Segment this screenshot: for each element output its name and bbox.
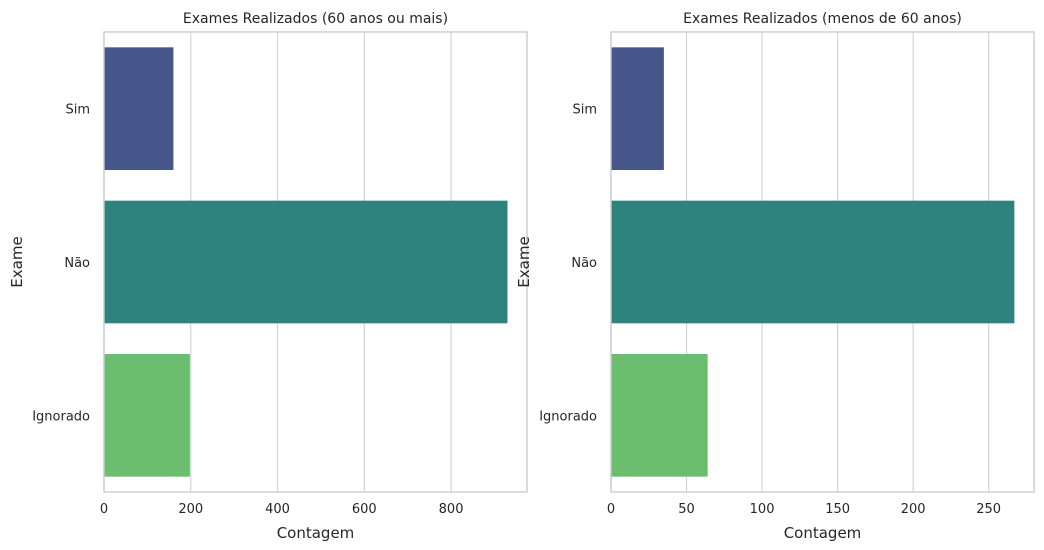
- chart-title: Exames Realizados (menos de 60 anos): [683, 11, 962, 27]
- x-tick-label: 600: [352, 502, 377, 517]
- x-tick-label: 250: [976, 502, 1001, 517]
- bar-sim: [104, 47, 174, 171]
- x-tick-label: 50: [678, 502, 695, 517]
- y-tick-label: Ignorado: [32, 409, 90, 424]
- x-tick-label: 800: [439, 502, 464, 517]
- plot-frame: [103, 31, 528, 493]
- bar-nao: [611, 200, 1015, 324]
- bar-ignorado: [611, 354, 708, 477]
- x-tick-label: 0: [607, 502, 615, 517]
- bar-sim: [611, 47, 664, 171]
- x-tick-label: 100: [750, 502, 775, 517]
- x-tick-label: 200: [901, 502, 926, 517]
- y-tick-label: Não: [571, 256, 597, 271]
- x-axis-label: Contagem: [784, 524, 862, 542]
- chart-title: Exames Realizados (60 anos ou mais): [183, 11, 448, 27]
- x-tick-label: 0: [100, 502, 108, 517]
- y-axis-label: Exame: [515, 236, 533, 287]
- chart-left: Exames Realizados (60 anos ou mais) Cont…: [8, 11, 528, 542]
- y-tick-label: Ignorado: [539, 409, 597, 424]
- x-tick-label: 200: [178, 502, 203, 517]
- x-axis-label: Contagem: [277, 524, 355, 542]
- plot-frame: [610, 31, 1035, 493]
- bar-ignorado: [104, 354, 190, 477]
- x-tick-label: 400: [265, 502, 290, 517]
- x-tick-label: 150: [825, 502, 850, 517]
- y-tick-label: Não: [64, 256, 90, 271]
- y-tick-label: Sim: [65, 103, 90, 118]
- y-tick-label: Sim: [572, 103, 597, 118]
- y-axis-label: Exame: [8, 236, 26, 287]
- chart-right: Exames Realizados (menos de 60 anos) Con…: [515, 11, 1035, 542]
- bar-nao: [104, 200, 508, 324]
